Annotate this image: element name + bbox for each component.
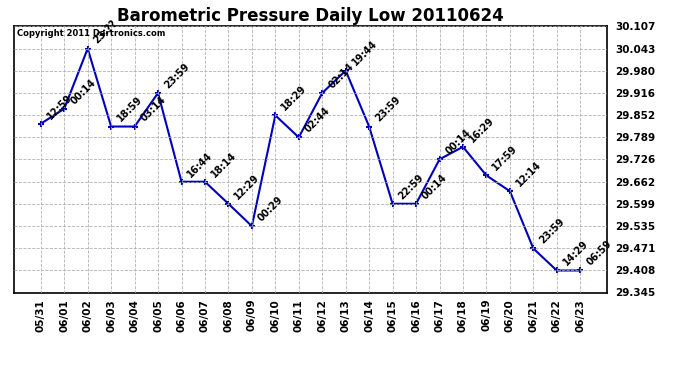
Text: 16:44: 16:44 xyxy=(186,150,215,179)
Text: 00:14: 00:14 xyxy=(420,172,449,201)
Text: 18:29: 18:29 xyxy=(279,84,308,112)
Text: 12:29: 12:29 xyxy=(233,172,262,201)
Text: 00:29: 00:29 xyxy=(256,194,285,224)
Text: 03:14: 03:14 xyxy=(139,95,168,124)
Text: 23:59: 23:59 xyxy=(538,217,566,246)
Text: Copyright 2011 Dartronics.com: Copyright 2011 Dartronics.com xyxy=(17,29,165,38)
Text: 12:14: 12:14 xyxy=(514,159,543,188)
Text: 00:14: 00:14 xyxy=(68,77,97,106)
Text: 18:59: 18:59 xyxy=(115,94,144,124)
Text: 18:14: 18:14 xyxy=(209,150,238,179)
Text: 22:59: 22:59 xyxy=(397,172,426,201)
Text: 17:59: 17:59 xyxy=(491,144,520,172)
Text: 12:59: 12:59 xyxy=(45,92,74,121)
Text: 02:44: 02:44 xyxy=(303,106,332,135)
Text: 16:29: 16:29 xyxy=(467,115,496,144)
Text: 23:59: 23:59 xyxy=(373,95,402,124)
Text: 00:14: 00:14 xyxy=(444,128,473,157)
Text: 02:14: 02:14 xyxy=(326,61,355,90)
Title: Barometric Pressure Daily Low 20110624: Barometric Pressure Daily Low 20110624 xyxy=(117,7,504,25)
Text: 23:??: 23:?? xyxy=(92,18,119,46)
Text: 14:29: 14:29 xyxy=(561,239,590,268)
Text: 23:59: 23:59 xyxy=(162,61,191,90)
Text: 06:59: 06:59 xyxy=(584,239,613,268)
Text: 19:44: 19:44 xyxy=(350,39,379,68)
